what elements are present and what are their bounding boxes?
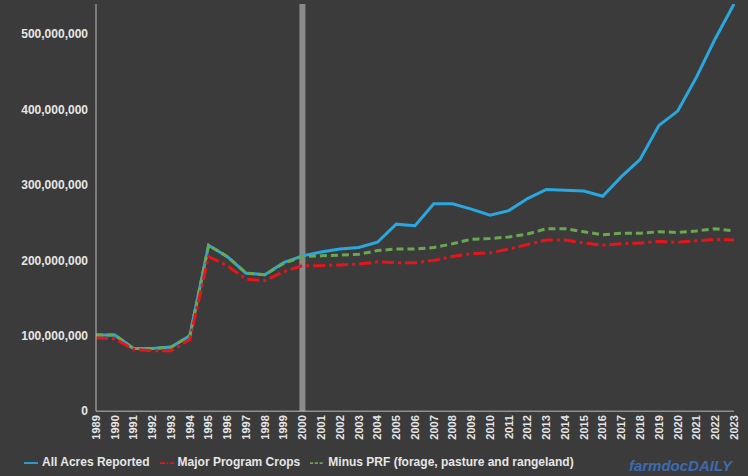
- svg-text:2005: 2005: [390, 415, 402, 439]
- svg-text:1999: 1999: [277, 415, 289, 439]
- svg-text:1996: 1996: [221, 415, 233, 439]
- svg-text:2012: 2012: [521, 415, 533, 439]
- svg-text:2008: 2008: [446, 415, 458, 439]
- svg-text:2022: 2022: [709, 415, 721, 439]
- svg-text:2006: 2006: [409, 415, 421, 439]
- svg-text:2004: 2004: [371, 414, 383, 439]
- svg-text:1997: 1997: [240, 415, 252, 439]
- svg-text:2001: 2001: [315, 415, 327, 439]
- svg-text:2023: 2023: [728, 415, 740, 439]
- svg-text:2003: 2003: [353, 415, 365, 439]
- svg-text:1993: 1993: [165, 415, 177, 439]
- html-text:Major Program Crops: Major Program Crops: [177, 455, 301, 470]
- svg-text:400,000,000: 400,000,000: [21, 103, 88, 117]
- svg-text:2018: 2018: [634, 415, 646, 439]
- svg-text:2014: 2014: [559, 414, 571, 439]
- html-text:Minus PRF (forage, pasture and: Minus PRF (forage, pasture and rangeland…: [328, 455, 574, 470]
- svg-text:1995: 1995: [202, 415, 214, 439]
- svg-text:2016: 2016: [596, 415, 608, 439]
- svg-text:1992: 1992: [146, 415, 158, 439]
- html-text:farmdocDAILY: farmdocDAILY: [628, 457, 732, 474]
- svg-text:2002: 2002: [334, 415, 346, 439]
- svg-text:500,000,000: 500,000,000: [21, 27, 88, 41]
- svg-text:2021: 2021: [690, 415, 702, 439]
- svg-text:2013: 2013: [540, 415, 552, 439]
- svg-text:100,000,000: 100,000,000: [21, 329, 88, 343]
- svg-text:1990: 1990: [109, 415, 121, 439]
- svg-text:0: 0: [81, 404, 88, 418]
- svg-text:2011: 2011: [503, 415, 515, 439]
- svg-text:2017: 2017: [615, 415, 627, 439]
- svg-text:2020: 2020: [672, 415, 684, 439]
- svg-text:2019: 2019: [653, 415, 665, 439]
- svg-text:1998: 1998: [259, 415, 271, 439]
- svg-text:1991: 1991: [127, 415, 139, 439]
- svg-text:1989: 1989: [90, 415, 102, 439]
- svg-text:200,000,000: 200,000,000: [21, 254, 88, 268]
- svg-text:300,000,000: 300,000,000: [21, 178, 88, 192]
- svg-text:2015: 2015: [578, 415, 590, 439]
- html-text:All Acres Reported: All Acres Reported: [42, 455, 150, 470]
- svg-text:2009: 2009: [465, 415, 477, 439]
- svg-text:2000: 2000: [296, 415, 308, 439]
- svg-text:2007: 2007: [428, 415, 440, 439]
- svg-text:2010: 2010: [484, 415, 496, 439]
- svg-text:1994: 1994: [184, 414, 196, 439]
